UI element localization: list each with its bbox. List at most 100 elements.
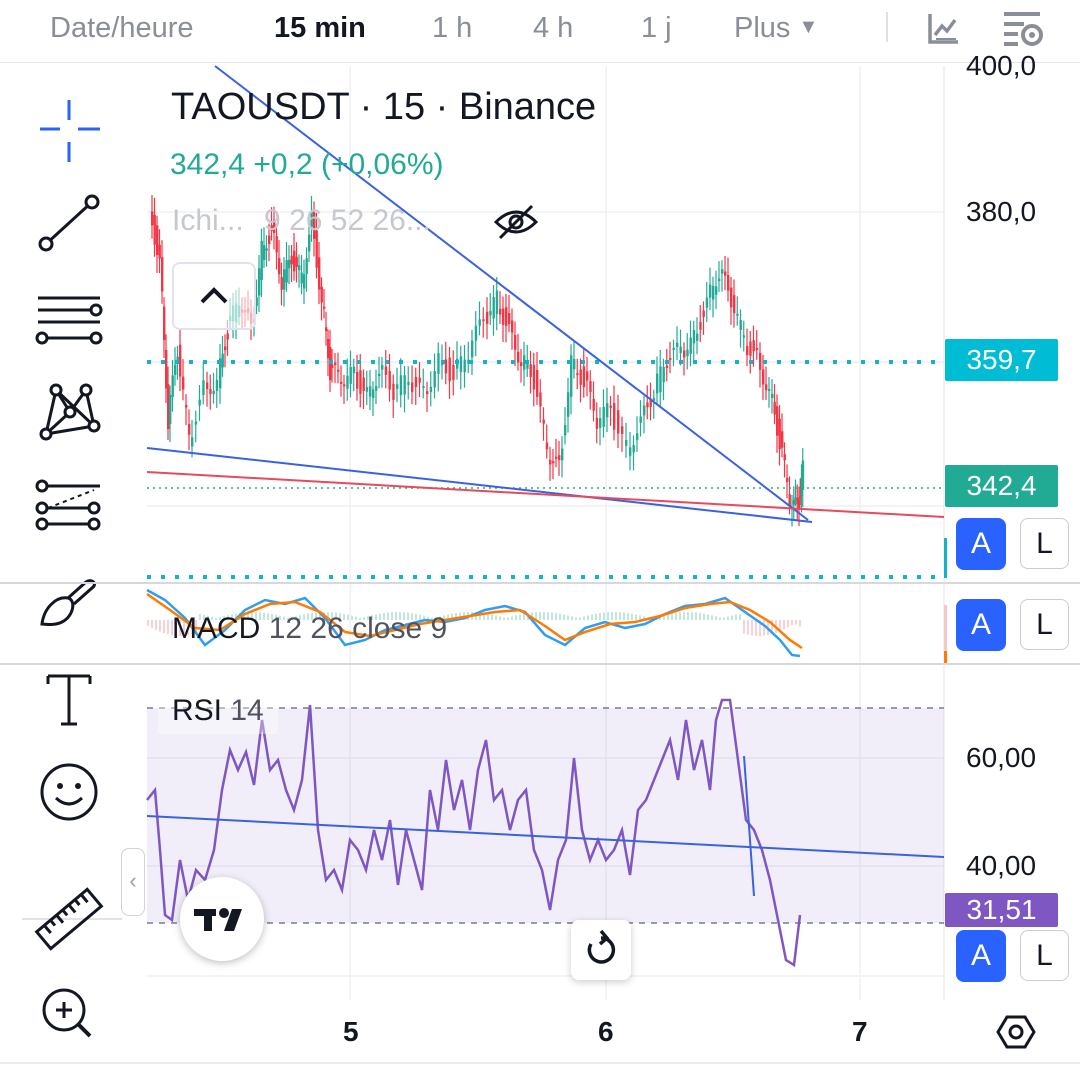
candle-body [649,398,652,407]
candle-body [705,297,709,308]
crosshair-icon[interactable] [34,98,104,169]
chart-settings-icon[interactable] [996,1014,1036,1055]
collapse-toolbar-tab[interactable]: ‹ [121,848,145,916]
forecast-tool-icon[interactable] [34,478,104,543]
timeframe-1d[interactable]: 1 j [641,12,672,44]
date-tick-6: 6 [598,1016,614,1047]
candle-body [699,322,702,330]
macd-legend[interactable]: MACD 12 26 close 9 [172,612,447,646]
candle-body [255,297,258,306]
rsi-legend[interactable]: RSI 14 [158,688,278,734]
candle-body [582,366,586,388]
candle-body [505,307,508,327]
candle-body [290,255,293,265]
candle-body [679,346,682,354]
auto-scale-button-macd[interactable]: A [956,599,1006,651]
candle-body [474,325,478,341]
candle-body [532,365,536,390]
trend-line-icon[interactable] [34,192,104,261]
candle-body [315,230,318,268]
rsi-trendline[interactable] [146,815,945,858]
candle-body [561,448,564,461]
rsi-value-tag: 31,51 [945,893,1058,927]
candle-body [215,379,219,391]
timeframe-1h[interactable]: 1 h [432,12,473,44]
candle-body [730,287,733,308]
candle-body [452,364,455,380]
candle-body [636,433,639,440]
support-trendline[interactable] [146,447,813,523]
caret-down-icon: ▼ [798,16,819,38]
candle-body [595,417,599,429]
candle-body [486,311,489,324]
rsi-short-trendline[interactable] [743,755,755,897]
candle-body [226,333,229,340]
ichimoku-legend[interactable]: Ichi... 9 26 52 26... [172,204,431,238]
candle-body [632,444,635,453]
auto-scale-button-main[interactable]: A [956,518,1006,570]
symbol-title[interactable]: TAOUSDT · 15 · Binance [171,86,597,128]
log-scale-button-rsi[interactable]: L [1020,930,1069,981]
candle-body [629,447,632,456]
ichimoku-params: 9 26 52 26... [264,204,431,237]
candle-body [482,319,485,322]
date-tick-7: 7 [852,1016,868,1047]
candle-body [268,235,271,244]
more-timeframes-button[interactable]: Plus ▼ [734,12,818,45]
candle-body [549,459,552,465]
candle-body [224,346,227,351]
text-tool-icon[interactable] [34,670,104,735]
candle-body [592,399,595,411]
candle-body [392,383,395,400]
current-price-tag: 342,4 [945,465,1058,507]
chevron-left-icon: ‹ [129,868,137,893]
candle-body [555,456,558,459]
candle-body [429,386,433,392]
xabcd-pattern-icon[interactable] [34,382,104,451]
candle-body [206,382,209,390]
date-range-button[interactable]: Date/heure [50,12,194,44]
candle-body [258,268,261,296]
descending-trendline[interactable] [214,65,809,521]
candle-body [156,225,159,256]
indicators-settings-icon[interactable] [1002,8,1046,55]
candle-body [786,477,789,482]
timeframe-15min[interactable]: 15 min [274,12,366,44]
candle-body [265,248,268,251]
ruler-icon[interactable] [34,884,104,959]
tradingview-logo[interactable] [180,877,264,961]
candle-body [407,381,410,386]
candle-body [278,257,281,275]
candle-body [727,275,730,291]
log-scale-button-macd[interactable]: L [1020,599,1069,650]
candle-body [153,214,156,245]
level-price-tag: 359,7 [945,339,1058,381]
reset-chart-button[interactable] [571,920,631,980]
eye-hidden-icon[interactable] [492,200,540,249]
log-scale-button-main[interactable]: L [1020,518,1069,569]
candle-body [275,236,278,253]
candle-body [399,375,403,396]
candle-body [437,353,440,374]
timeframe-4h[interactable]: 4 h [533,12,574,44]
candle-body [564,424,567,436]
zoom-in-icon[interactable] [34,982,104,1047]
auto-scale-button-rsi[interactable]: A [956,930,1006,982]
candle-body [781,431,784,448]
candle-body [411,382,414,392]
support-line-red[interactable] [146,471,945,518]
emoji-icon[interactable] [34,760,104,829]
candle-body [709,284,712,298]
candle-body [219,358,222,389]
horizontal-lines-icon[interactable] [34,290,104,355]
chart-type-icon[interactable] [926,8,962,53]
candle-body [349,366,352,384]
more-label: Plus [734,12,791,44]
level-axis-marker [944,538,947,578]
collapse-legend-button[interactable] [172,262,256,330]
candle-body [796,497,799,505]
candle-body [799,496,802,499]
candle-body [327,338,330,359]
candle-body [625,440,628,446]
